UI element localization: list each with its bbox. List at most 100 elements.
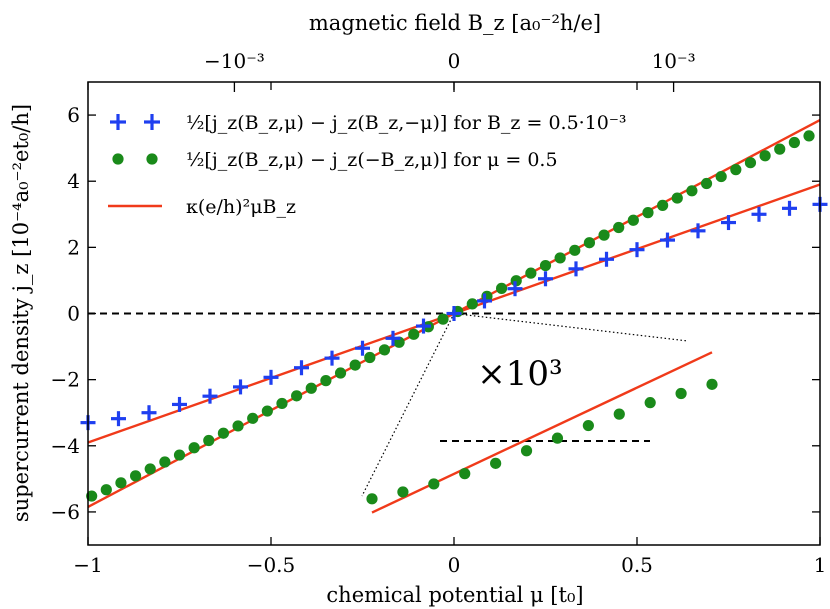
circle-point [554, 252, 566, 264]
circle-point [188, 442, 200, 454]
top-x-axis-label: magnetic field B_z [a₀⁻²h/e] [309, 11, 601, 35]
circle-point [598, 229, 610, 241]
plus-point [233, 379, 249, 395]
circle-series [86, 130, 815, 502]
inset-point [490, 457, 502, 469]
plus-point [416, 318, 432, 334]
circle-point [730, 164, 742, 176]
legend-plus-marker [144, 114, 160, 130]
circle-point [686, 185, 698, 197]
inset-scale-label: ×10³ [477, 354, 562, 394]
inset-point [520, 445, 533, 457]
circle-point [129, 470, 142, 482]
x-tick-label: −0.5 [247, 553, 296, 577]
plus-point [476, 293, 492, 309]
plus-point [324, 350, 340, 366]
circle-point [627, 214, 639, 226]
inset-guide-line-upper [453, 312, 689, 342]
y-tick-label: 2 [67, 235, 80, 259]
plus-point [385, 330, 401, 346]
inset-point [551, 432, 564, 444]
circle-point [569, 244, 581, 256]
plus-point [568, 261, 584, 277]
plus-point [446, 306, 462, 321]
x-tick-label: 0 [448, 553, 461, 577]
plus-point [629, 242, 645, 258]
circle-point [159, 456, 171, 468]
plus-point [599, 251, 615, 267]
y-tick-label: 6 [67, 103, 80, 127]
plus-point [782, 200, 798, 216]
inset-point [644, 397, 656, 409]
legend-plus-marker [110, 114, 126, 130]
circle-point [525, 267, 537, 279]
plus-point [110, 411, 126, 427]
legend-circle-marker [146, 153, 158, 165]
circle-point [759, 150, 771, 162]
plus-point [202, 388, 218, 404]
y-tick-label: 4 [67, 169, 80, 193]
legend-label-2: ½[j_z(B_z,μ) − j_z(−B_z,μ)] for μ = 0.5 [186, 149, 558, 171]
circle-point [320, 375, 332, 387]
plus-point [538, 271, 553, 287]
inset-point [428, 478, 440, 490]
inset-point [582, 419, 594, 432]
plus-point [355, 340, 370, 356]
inset-point [613, 408, 625, 420]
circle-point [788, 136, 800, 149]
circle-point [715, 170, 727, 183]
circle-point [334, 367, 347, 379]
y-tick-label: −2 [51, 368, 80, 392]
circle-point [700, 177, 713, 190]
circle-point [173, 449, 186, 461]
legend-circle-marker [112, 153, 124, 165]
circle-point [642, 207, 654, 219]
inset-point [706, 378, 718, 390]
circle-point [466, 298, 478, 310]
circle-point [378, 344, 391, 356]
top-x-tick-label: 10⁻³ [652, 49, 696, 73]
plus-point [172, 396, 187, 412]
y-tick-label: −6 [51, 500, 80, 524]
axes: −1 −0.5 0 0.5 1 −6 −4 −2 0 2 4 6 −10⁻³ 0 10⁻³ [51, 49, 827, 577]
circle-point [232, 420, 244, 432]
circle-point [437, 313, 449, 325]
inset-point [366, 493, 378, 505]
circle-point [276, 397, 288, 410]
circle-point [613, 221, 625, 234]
plus-series [80, 196, 828, 431]
plus-point [263, 369, 279, 385]
plus-point [659, 232, 675, 248]
x-tick-label: −1 [73, 553, 102, 577]
circle-point [217, 427, 230, 439]
circle-point [261, 405, 273, 417]
legend-label-3: κ(e/h)²μB_z [186, 196, 296, 218]
plus-point [690, 223, 706, 239]
circle-point [115, 477, 127, 489]
circle-point [86, 490, 98, 502]
circle-point [744, 157, 757, 169]
circle-point [539, 259, 552, 272]
y-tick-label: 0 [67, 302, 80, 326]
x-tick-label: 0.5 [621, 553, 653, 577]
circle-point [583, 237, 596, 249]
plus-point [751, 206, 767, 222]
inset-point [459, 468, 471, 480]
circle-point [305, 382, 317, 394]
circle-point [408, 328, 420, 340]
circle-point [349, 359, 361, 371]
inset-point [675, 387, 687, 400]
top-x-tick-label: 0 [448, 49, 461, 73]
circle-point [671, 192, 683, 204]
y-axis-label: supercurrent density j_z [10⁻⁴a₀⁻²et₀/h] [9, 104, 33, 522]
circle-point [774, 143, 786, 155]
y-tick-label: −4 [51, 434, 80, 458]
plus-point [141, 405, 157, 421]
inset-point [397, 486, 409, 498]
top-x-tick-label: −10⁻³ [204, 49, 265, 73]
circle-point [203, 434, 215, 447]
circle-point [247, 412, 259, 424]
circle-point [803, 130, 815, 142]
plus-point [721, 215, 736, 231]
